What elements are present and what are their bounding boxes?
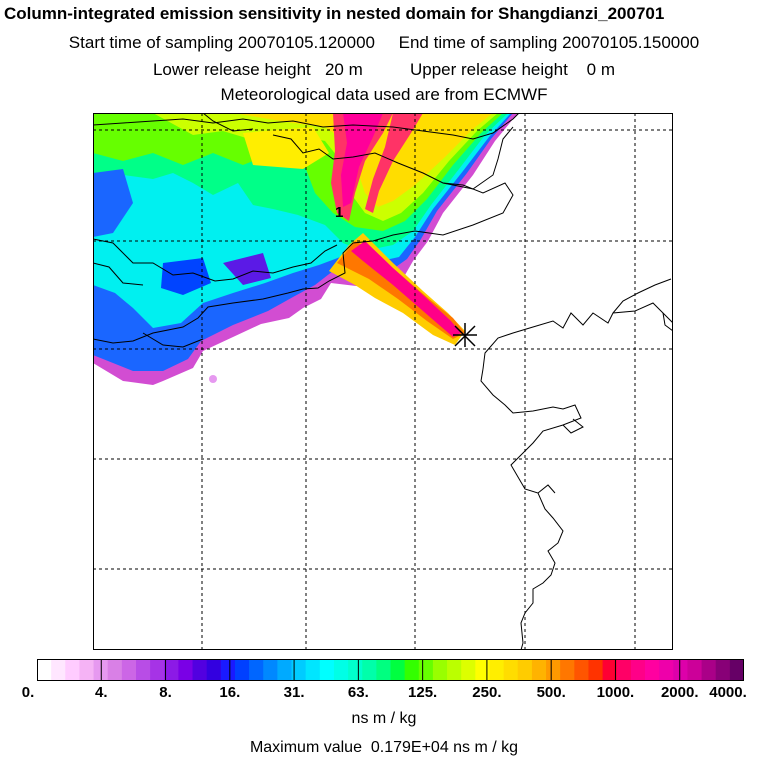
colorbar-cell: [220, 659, 236, 681]
sensitivity-field: [93, 113, 518, 385]
colorbar-cell: [234, 659, 250, 681]
colorbar-cell: [517, 659, 533, 681]
colorbar-tick-label: 1000.: [596, 684, 635, 701]
colorbar-cell: [107, 659, 123, 681]
colorbar-cell: [560, 659, 575, 681]
colorbar-cell: [319, 659, 335, 681]
colorbar-cell: [150, 659, 165, 681]
sampling-time-line: Start time of sampling 20070105.120000 E…: [68, 33, 700, 52]
sensitivity-dot: [209, 375, 217, 383]
colorbar-cell: [192, 659, 208, 681]
figure-title: Column-integrated emission sensitivity i…: [4, 4, 665, 23]
coastlines: [93, 113, 673, 650]
colorbar-cell: [503, 659, 519, 681]
colorbar-tick-label: 500.: [536, 684, 566, 701]
colorbar-cell: [574, 659, 590, 681]
colorbar-cell: [588, 659, 604, 681]
colorbar-cell: [135, 659, 151, 681]
colorbar-cell: [602, 659, 618, 681]
colorbar-cell: [461, 659, 476, 681]
colorbar: [37, 659, 744, 681]
colorbar-tick-label: 125.: [408, 684, 438, 701]
colorbar-cell: [291, 659, 307, 681]
met-data-line: Meteorological data used are from ECMWF: [220, 85, 548, 104]
emission-sensitivity-map: 1: [93, 113, 673, 650]
colorbar-tick-label: 16.: [219, 684, 241, 701]
colorbar-cell: [206, 659, 222, 681]
colorbar-cell: [729, 659, 744, 681]
map-gridlines: [93, 113, 673, 650]
colorbar-cell: [277, 659, 293, 681]
cluster-label: 1: [335, 204, 343, 221]
colorbar-cell: [418, 659, 434, 681]
colorbar-cell: [390, 659, 406, 681]
colorbar-cell: [121, 659, 137, 681]
colorbar-cell: [546, 659, 561, 681]
colorbar-cell: [673, 659, 689, 681]
colorbar-cell: [65, 659, 81, 681]
colorbar-cell: [37, 659, 52, 681]
colorbar-cell: [362, 659, 377, 681]
colorbar-tick-label: 8.: [159, 684, 172, 701]
colorbar-cell: [164, 659, 179, 681]
colorbar-cell: [79, 659, 95, 681]
release-height-line: Lower release height 20 m Upper release …: [152, 60, 616, 79]
colorbar-cell: [263, 659, 278, 681]
colorbar-tick-label: 4.: [95, 684, 108, 701]
colorbar-cell: [531, 659, 547, 681]
colorbar-cell: [348, 659, 363, 681]
colorbar-cell: [333, 659, 349, 681]
colorbar-cell: [645, 659, 660, 681]
colorbar-cell: [659, 659, 674, 681]
colorbar-cell: [701, 659, 717, 681]
colorbar-cell: [404, 659, 420, 681]
colorbar-cell: [305, 659, 321, 681]
receptor-marker-icon: [453, 323, 477, 347]
colorbar-cell: [447, 659, 462, 681]
colorbar-cell: [475, 659, 491, 681]
colorbar-cell: [687, 659, 703, 681]
colorbar-cell: [249, 659, 264, 681]
colorbar-tick-label: 250.: [472, 684, 502, 701]
colorbar-cell: [178, 659, 194, 681]
colorbar-unit: ns m / kg: [351, 710, 417, 727]
colorbar-tick-label: 2000.: [660, 684, 699, 701]
colorbar-tick-label: 31.: [283, 684, 305, 701]
map-frame: [93, 113, 673, 650]
colorbar-tick-label: 4000.: [709, 684, 747, 701]
colorbar-tick-label: 63.: [347, 684, 369, 701]
maximum-value-text: Maximum value 0.179E+04 ns m / kg: [249, 739, 519, 756]
colorbar-cell: [715, 659, 731, 681]
colorbar-cell: [489, 659, 505, 681]
colorbar-cell: [432, 659, 448, 681]
colorbar-tick-label: 0.: [21, 684, 35, 701]
colorbar-cell: [376, 659, 392, 681]
colorbar-cell: [51, 659, 66, 681]
colorbar-cell: [616, 659, 632, 681]
colorbar-cell: [630, 659, 646, 681]
